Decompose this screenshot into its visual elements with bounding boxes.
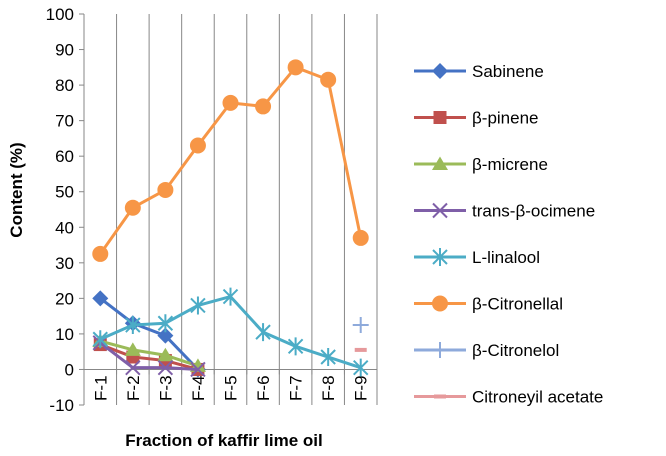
x-tick-label: F-3 [156,375,175,401]
series-5 [92,59,369,262]
data-point [190,296,206,315]
series-6 [352,317,369,334]
series-line [98,296,200,371]
data-point [124,199,141,216]
series-3 [92,335,206,378]
y-tick-label: 20 [55,289,74,308]
legend: Sabinene β-pinene β-micrene trans-β-ocimene… [414,62,603,407]
x-tick-labels: F-1 F-2 F-3 F-4 F-5 F-6 F-7 F-8 F-9 [91,375,370,401]
data-point [92,290,109,307]
legend-marker [432,156,448,170]
legend-label: L-linalool [472,248,540,267]
data-point [157,314,174,333]
legend-item: β-micrene [414,155,548,174]
y-tick-labels: -10 0 10 20 30 40 50 60 70 80 90 100 [46,5,74,415]
y-tick-label: 100 [46,5,74,24]
legend-item: Sabinene [414,62,544,81]
x-tick-label: F-2 [124,375,143,401]
x-tick-label: F-8 [319,375,338,401]
y-tick-label: 60 [55,147,74,166]
data-point [124,342,141,356]
y-tick-label: -10 [49,396,74,415]
y-axis-label: Content (%) [7,142,26,237]
legend-label: Citroneyil acetate [472,388,603,407]
series-4 [92,287,369,377]
data-point [125,359,141,376]
y-tick-label: 50 [55,183,74,202]
legend-label: β-pinene [472,109,539,128]
legend-marker [433,111,447,124]
legend-label: Sabinene [472,62,544,81]
data-point [92,330,108,349]
data-point [352,317,369,334]
data-point [320,71,337,88]
y-tick-label: 70 [55,112,74,131]
series-line [98,343,200,371]
data-point [287,337,304,356]
x-tick-label: F-6 [254,375,273,401]
data-point [157,327,174,344]
data-point [157,181,174,198]
legend-label: β-Citronellal [472,295,563,314]
legend-marker [432,342,448,358]
data-point [189,137,206,154]
legend-item: β-Citronellal [414,295,563,314]
legend-label: β-Citronelol [472,341,559,360]
x-tick-label: F-7 [287,375,306,401]
data-point [222,94,239,111]
data-point [92,245,109,262]
x-tick-label: F-9 [352,375,371,401]
data-point [222,287,239,306]
data-point [353,358,369,377]
legend-item: β-Citronelol [414,341,559,360]
legend-item: Citroneyil acetate [414,388,603,407]
data-point [190,361,206,378]
x-tick-label: F-4 [189,375,208,401]
x-tick-label: F-5 [222,375,241,401]
legend-item: β-pinene [414,109,539,128]
legend-marker [432,295,448,312]
data-point [352,229,369,246]
y-tick-label: 80 [55,76,74,95]
legend-item: trans-β-ocimene [414,202,595,221]
x-tick-label: F-1 [91,375,110,401]
data-point [125,316,141,335]
series-line [98,341,200,371]
grid-lines [116,14,378,405]
legend-label: β-micrene [472,155,548,174]
legend-item: L-linalool [414,248,540,267]
y-tick-label: 0 [65,360,74,379]
data-point [320,348,336,367]
data-series [92,59,369,378]
y-tick-label: 40 [55,218,74,237]
data-point [157,359,174,376]
legend-marker [432,202,448,219]
axes [79,13,378,406]
legend-label: trans-β-ocimene [472,202,595,221]
series-line [98,339,200,368]
data-point [255,323,271,342]
data-point [255,98,272,115]
data-point [287,59,304,76]
y-tick-label: 30 [55,254,74,273]
legend-marker [432,63,448,79]
x-axis-label: Fraction of kaffir lime oil [125,431,322,450]
data-point [157,347,174,362]
legend-marker [432,248,448,266]
y-tick-label: 90 [55,41,74,60]
y-tick-label: 10 [55,325,74,344]
